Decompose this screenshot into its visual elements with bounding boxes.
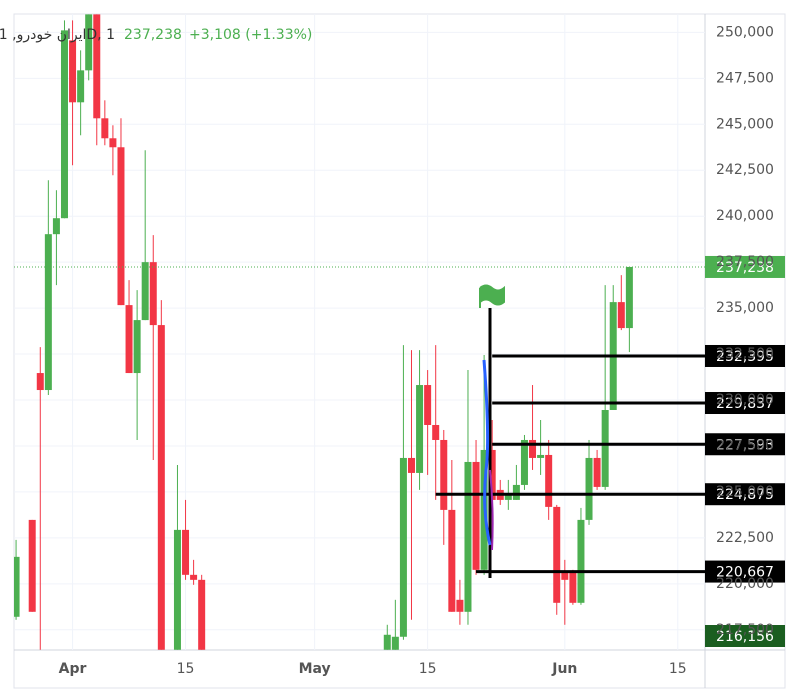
- x-tick-label: 15: [669, 661, 687, 677]
- y-tick-label: 232,500: [716, 346, 774, 362]
- candle-body: [198, 579, 206, 650]
- candle-body: [85, 14, 93, 71]
- candle-body: [182, 529, 190, 575]
- candle-body: [577, 519, 585, 603]
- candle-body: [440, 439, 448, 510]
- y-tick-label: 242,500: [716, 162, 774, 178]
- candle-body: [149, 262, 157, 326]
- candle-body: [416, 385, 424, 473]
- candle-body: [109, 138, 117, 148]
- candle-body: [14, 556, 20, 617]
- candle-body: [561, 571, 569, 580]
- y-tick-label: 247,500: [716, 70, 774, 86]
- candle-body: [36, 373, 44, 391]
- candle-body: [448, 509, 456, 612]
- header: ایران خودرو, 1D, 1 237,238 +3,108 (+1.33…: [0, 27, 312, 43]
- x-tick-label: Jun: [551, 661, 577, 677]
- candle-body: [529, 439, 537, 458]
- x-tick-label: May: [299, 661, 331, 677]
- x-tick-label: 15: [177, 661, 195, 677]
- y-tick-label: 227,500: [716, 438, 774, 454]
- y-tick-label: 245,000: [716, 116, 774, 132]
- level-label: 229,837: [716, 396, 774, 412]
- candle-body: [190, 574, 198, 580]
- candle-body: [488, 449, 496, 500]
- candle-body: [93, 14, 101, 119]
- last-price-label: 237,238: [716, 260, 774, 276]
- candle-body: [537, 454, 545, 458]
- x-tick-label: 15: [419, 661, 437, 677]
- candle-body: [504, 494, 512, 500]
- y-tick-label: 235,000: [716, 300, 774, 316]
- candle-body: [456, 599, 464, 612]
- candle-body: [545, 454, 553, 507]
- candles: [14, 14, 633, 650]
- low-marker-box: [705, 625, 785, 647]
- level-box: [705, 483, 785, 506]
- candle-body: [407, 457, 415, 473]
- x-tick-label: Apr: [59, 661, 87, 677]
- candle-body: [117, 147, 125, 306]
- y-tick-label: 237,500: [716, 254, 774, 270]
- candle-body: [593, 457, 601, 487]
- level-label: 232,395: [716, 349, 774, 365]
- drawn-curve: [482, 359, 492, 546]
- candle-body: [399, 457, 407, 637]
- candle-body: [52, 218, 60, 235]
- candle-body: [28, 519, 36, 612]
- candle-body: [77, 70, 85, 103]
- level-box: [705, 392, 785, 415]
- y-tick-label: 225,000: [716, 484, 774, 500]
- price: 237,238: [124, 27, 182, 43]
- level-label: 220,667: [716, 565, 774, 581]
- level-label: 227,593: [716, 437, 774, 453]
- drawn-curve: [489, 469, 494, 551]
- grid: [14, 14, 705, 650]
- low-marker-label: 216,156: [716, 629, 774, 645]
- candle-body: [585, 457, 593, 520]
- candle-body: [133, 320, 141, 374]
- candle-body: [617, 302, 625, 329]
- y-tick-label: 250,000: [716, 24, 774, 40]
- candle-body: [383, 634, 391, 650]
- candle-body: [464, 461, 472, 612]
- symbol: ایران خودرو, 1D, 1: [0, 27, 115, 43]
- candle-body: [512, 484, 520, 500]
- level-box: [705, 560, 785, 583]
- candle-body: [569, 571, 577, 603]
- candle-body: [553, 506, 561, 603]
- change: +3,108 (+1.33%): [189, 27, 312, 43]
- y-tick-label: 217,500: [716, 622, 774, 638]
- level-label: 224,875: [716, 487, 774, 503]
- candle-body: [141, 262, 149, 321]
- drawing: [479, 284, 505, 578]
- level-box: [705, 344, 785, 367]
- candle-body: [125, 305, 133, 374]
- last-price-box: [705, 255, 785, 278]
- y-tick-label: 222,500: [716, 530, 774, 546]
- candle-body: [625, 266, 633, 329]
- candle-body: [472, 461, 480, 570]
- y-tick-label: 220,000: [716, 576, 774, 592]
- candle-body: [101, 118, 109, 139]
- candle-body: [44, 234, 52, 391]
- flag: [479, 284, 505, 308]
- candle-body: [173, 529, 181, 650]
- y-tick-label: 230,000: [716, 392, 774, 408]
- candle-body: [69, 40, 77, 103]
- candle-body: [157, 325, 165, 650]
- candle-body: [601, 409, 609, 487]
- candle-body: [391, 636, 399, 650]
- level-box: [705, 433, 785, 456]
- y-tick-label: 240,000: [716, 208, 774, 224]
- candle-body: [424, 385, 432, 425]
- candle-body: [432, 424, 440, 440]
- levels: 237,238 232,395 229,837 227,593 224,875 220,6…: [14, 255, 785, 647]
- candle-body: [520, 439, 528, 485]
- candle-body: [60, 30, 68, 219]
